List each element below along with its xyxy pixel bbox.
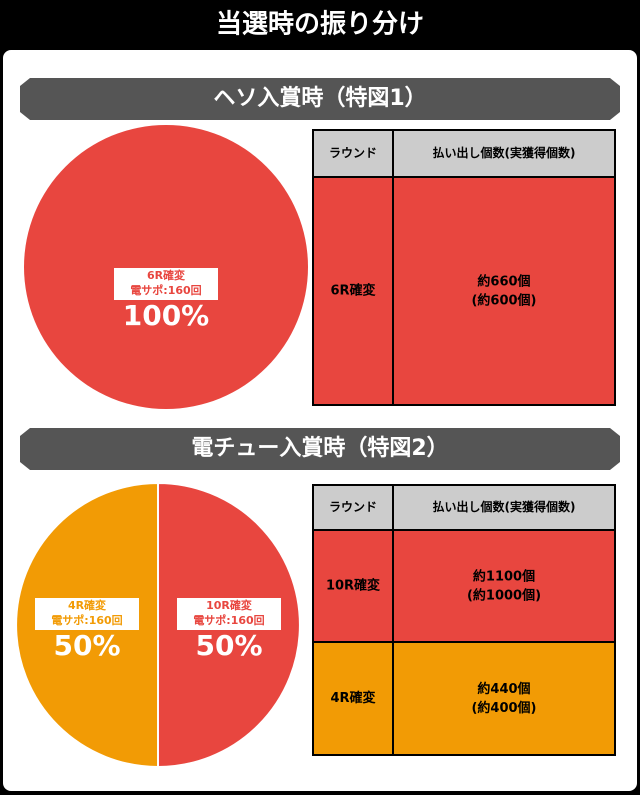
table-cell: (約600個) (471, 293, 536, 309)
slice-label: 4R確変 (68, 598, 106, 612)
slice-label-box (177, 598, 281, 630)
table-cell: (約1000個) (467, 588, 541, 604)
table-cell: 約660個 (477, 274, 530, 290)
table-row (312, 641, 616, 756)
slice-label-box (35, 598, 139, 630)
slice-sublabel: 電サポ:160回 (51, 613, 122, 627)
table-cell: (約400個) (471, 700, 536, 716)
slice-label-box (114, 268, 218, 300)
table-header-cell: 払い出し個数(実獲得個数) (433, 499, 576, 514)
table-cell: 10R確変 (326, 578, 380, 594)
table-cell: 4R確変 (330, 690, 375, 706)
table-header (312, 484, 616, 531)
section-title: ヘソ入賞時（特図1） (213, 85, 426, 111)
table-header-cell: ラウンド (329, 500, 377, 514)
slice-sublabel: 電サポ:160回 (130, 283, 201, 297)
table-row (312, 529, 616, 643)
section-title: 電チュー入賞時（特図2） (191, 435, 448, 461)
pie-slice (24, 125, 308, 409)
table-cell: 6R確変 (330, 283, 375, 299)
slice-sublabel: 電サポ:160回 (193, 613, 264, 627)
value-label: 50% (53, 629, 120, 662)
section-banner (20, 428, 620, 470)
table-cell: 約1100個 (473, 569, 535, 585)
page-title: 当選時の振り分け (216, 10, 424, 40)
table-header (312, 129, 616, 178)
value-label: 100% (123, 299, 210, 332)
table-header-cell: 払い出し個数(実獲得個数) (433, 145, 576, 160)
section-banner (20, 78, 620, 120)
table-row (312, 176, 616, 406)
table-cell: 約440個 (477, 681, 530, 697)
slice-label: 6R確変 (147, 268, 185, 282)
value-label: 50% (195, 629, 262, 662)
slice-label: 10R確変 (206, 598, 252, 612)
table-header-cell: ラウンド (329, 146, 377, 160)
